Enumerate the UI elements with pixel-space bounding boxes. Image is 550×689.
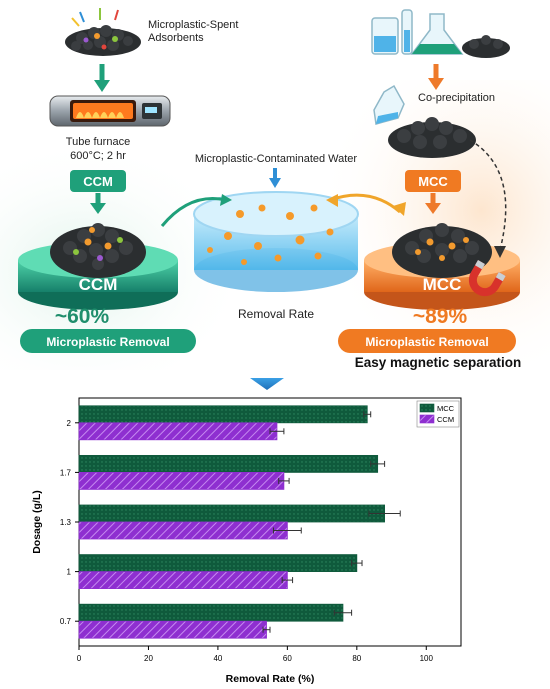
y-tick-label-2: 2	[67, 419, 72, 428]
x-tick-label-100: 100	[420, 654, 434, 663]
mcc-platform-label: MCC	[423, 275, 462, 294]
legend-label-ccm: CCM	[437, 415, 454, 424]
magnetic-separation-label: Easy magnetic separation	[355, 355, 522, 370]
bar-ccm-0.7	[78, 620, 267, 639]
chart-bars	[78, 405, 401, 639]
spent-adsorbent-label: Microplastic-Spent Adsorbents	[148, 19, 242, 44]
water-label: Microplastic-Contaminated Water	[195, 153, 358, 165]
ccm-removal-pill	[20, 329, 196, 353]
legend-label-mcc: MCC	[437, 404, 455, 413]
errorbar-mcc-1.7	[370, 460, 386, 467]
spent-adsorbent-pile	[65, 8, 141, 56]
tube-furnace	[49, 95, 171, 127]
chart-x-ticks: 0 20 40 60 80 100	[77, 646, 434, 663]
top-illustration: Microplastic-Spent Adsorbents Tube furna…	[0, 8, 550, 370]
y-tick-label-0.7: 0.7	[60, 617, 72, 626]
errorbar-mcc-0.7	[333, 609, 353, 616]
legend-swatch-mcc	[419, 403, 435, 413]
ccm-adsorbent-platform	[18, 223, 178, 310]
ccm-percentage: ~60%	[55, 305, 110, 328]
arrow-ccm-to-water	[160, 197, 227, 227]
y-tick-label-1.3: 1.3	[60, 518, 72, 527]
errorbar-ccm-1	[281, 577, 294, 584]
y-tick-label-1.7: 1.7	[60, 468, 72, 477]
x-axis-label: Removal Rate (%)	[226, 673, 315, 685]
y-axis-label: Dosage (g/L)	[31, 490, 43, 554]
mcc-removal-label: Microplastic Removal	[365, 335, 488, 349]
errorbar-mcc-1	[351, 560, 363, 567]
coprecipitation-label: Co-precipitation	[418, 92, 495, 104]
mcc-intermediate-pile	[388, 117, 476, 158]
spent-label-line2: Adsorbents	[148, 32, 204, 44]
water-dish	[193, 191, 359, 292]
bar-mcc-0.7	[78, 603, 344, 622]
mcc-badge	[405, 170, 461, 192]
magnet-icon	[468, 260, 506, 297]
bar-mcc-2	[78, 405, 368, 424]
errorbar-ccm-1.7	[278, 477, 290, 484]
ccm-platform-label: CCM	[79, 275, 118, 294]
x-tick-label-60: 60	[283, 654, 292, 663]
errorbar-ccm-1.3	[272, 527, 302, 534]
errorbar-mcc-2	[363, 411, 372, 418]
bar-ccm-1	[78, 571, 288, 589]
furnace-label: Tube furnace	[66, 136, 130, 148]
errorbar-ccm-0.7	[262, 626, 271, 633]
magnet-dashed-arrow	[469, 139, 507, 251]
errorbar-mcc-1.3	[368, 510, 401, 517]
bar-mcc-1	[78, 554, 358, 572]
spent-label-line1: Microplastic-Spent	[148, 19, 238, 31]
mcc-removal-pill	[338, 329, 516, 353]
lab-glassware	[371, 9, 510, 58]
removal-rate-label: Removal Rate	[238, 307, 314, 321]
bar-ccm-2	[78, 422, 278, 441]
mcc-badge-label: MCC	[418, 174, 448, 189]
mcc-percentage: ~89%	[413, 305, 468, 328]
removal-rate-chart: 0 20 40 60 80 100 0.7 1 1.3 1.7 2 Removal Rate (%…	[31, 397, 462, 685]
ccm-removal-label: Microplastic Removal	[46, 335, 169, 349]
x-tick-label-40: 40	[213, 654, 222, 663]
x-tick-label-80: 80	[352, 654, 361, 663]
ccm-badge-label: CCM	[83, 174, 113, 189]
bar-ccm-1.3	[78, 521, 288, 540]
down-arrow	[250, 378, 284, 390]
y-tick-label-1: 1	[67, 568, 72, 577]
ccm-badge	[70, 170, 126, 192]
tilted-flask	[373, 84, 405, 125]
bar-mcc-1.7	[78, 454, 379, 473]
x-tick-label-0: 0	[77, 654, 82, 663]
chart-legend: MCC CCM	[416, 400, 460, 428]
x-tick-label-20: 20	[144, 654, 153, 663]
bar-ccm-1.7	[78, 471, 285, 490]
legend-swatch-ccm	[419, 414, 435, 424]
chart-y-ticks: 0.7 1 1.3 1.7 2	[60, 419, 79, 626]
furnace-conditions: 600°C; 2 hr	[70, 150, 126, 162]
errorbar-ccm-2	[269, 428, 285, 435]
bar-mcc-1.3	[78, 504, 386, 523]
